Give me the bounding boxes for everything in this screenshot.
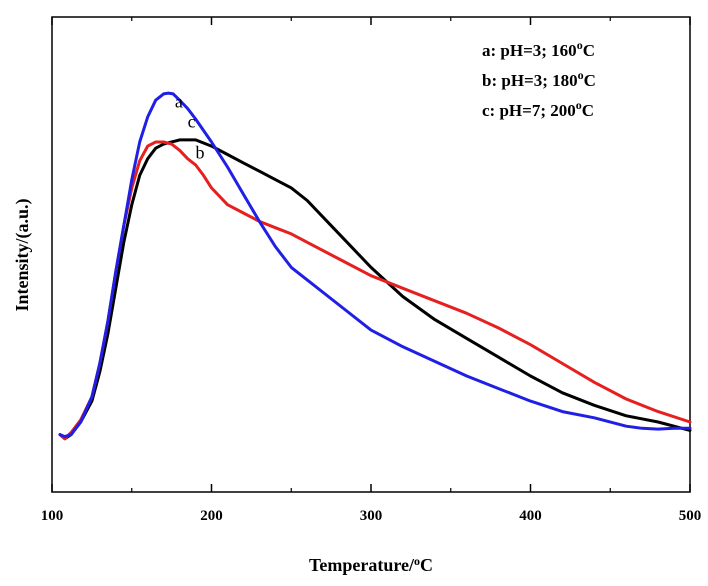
- x-axis-title: Temperature/oC: [309, 554, 433, 575]
- legend-entry-b: b: pH=3; 180oC: [482, 68, 596, 90]
- x-tick-label: 400: [519, 508, 542, 524]
- x-tick-label: 500: [679, 508, 702, 524]
- legend-entry-c: c: pH=7; 200oC: [482, 98, 594, 120]
- series-line-a: [58, 91, 692, 439]
- y-axis-title: Intensity/(a.u.): [12, 198, 33, 311]
- series-lines: [58, 91, 692, 441]
- legend-entry-a: a: pH=3; 160oC: [482, 38, 595, 60]
- x-tick-label: 300: [360, 508, 383, 524]
- x-tick-label: 200: [200, 508, 223, 524]
- series-line-b: [58, 140, 692, 441]
- x-tick-label: 100: [41, 508, 64, 524]
- curve-label-a: a: [175, 92, 183, 112]
- curve-label-c: c: [188, 111, 196, 131]
- legend: a: pH=3; 160oC b: pH=3; 180oC c: pH=7; 200…: [482, 38, 596, 120]
- curve-label-b: b: [196, 143, 205, 163]
- x-ticks: [51, 17, 691, 492]
- series-line-c: [58, 138, 692, 441]
- x-tick-labels: 100 200 300 400 500: [41, 508, 702, 524]
- curve-labels: a bc: [175, 92, 205, 163]
